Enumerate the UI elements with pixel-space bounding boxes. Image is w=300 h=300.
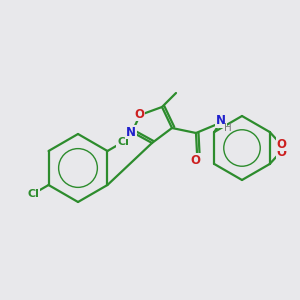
Text: Cl: Cl [117, 137, 129, 147]
Text: Cl: Cl [27, 189, 39, 199]
Text: O: O [277, 137, 287, 151]
Text: O: O [277, 146, 287, 158]
Text: N: N [216, 115, 226, 128]
Text: O: O [190, 154, 200, 166]
Text: O: O [134, 107, 144, 121]
Text: H: H [224, 123, 232, 133]
Text: N: N [126, 125, 136, 139]
